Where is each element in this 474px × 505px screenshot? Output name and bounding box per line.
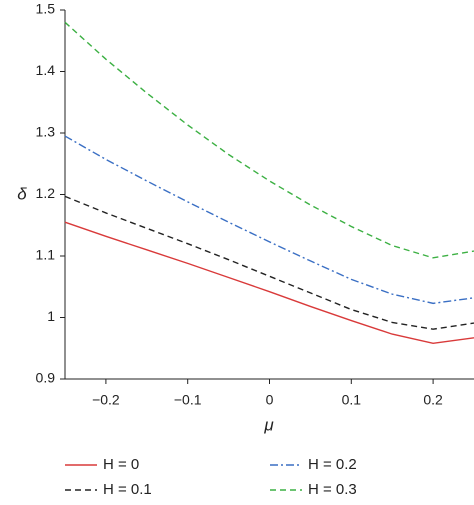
x-axis-label: μ [263,415,274,434]
x-tick-label: 0.2 [423,392,443,408]
y-tick-label: 1.4 [36,62,56,78]
line [64,195,474,330]
y-axis-label: δ [17,184,27,203]
y-tick-label: 1.2 [36,185,56,201]
y-tick-label: 1.1 [36,247,56,263]
legend-label: H = 0.2 [308,456,357,473]
line [64,135,474,305]
line [64,21,474,259]
line [64,221,474,345]
x-tick-label: −0.2 [92,392,120,408]
x-tick-label: 0.1 [342,392,362,408]
legend-label: H = 0.3 [308,481,357,498]
legend-label: H = 0 [103,456,139,473]
y-tick-label: 1.3 [36,124,56,140]
y-tick-label: 0.9 [36,370,56,386]
y-tick-label: 1.5 [36,1,56,17]
x-tick-label: 0 [266,392,274,408]
y-tick-label: 1 [47,308,55,324]
legend-label: H = 0.1 [103,481,152,498]
x-tick-label: −0.1 [174,392,202,408]
